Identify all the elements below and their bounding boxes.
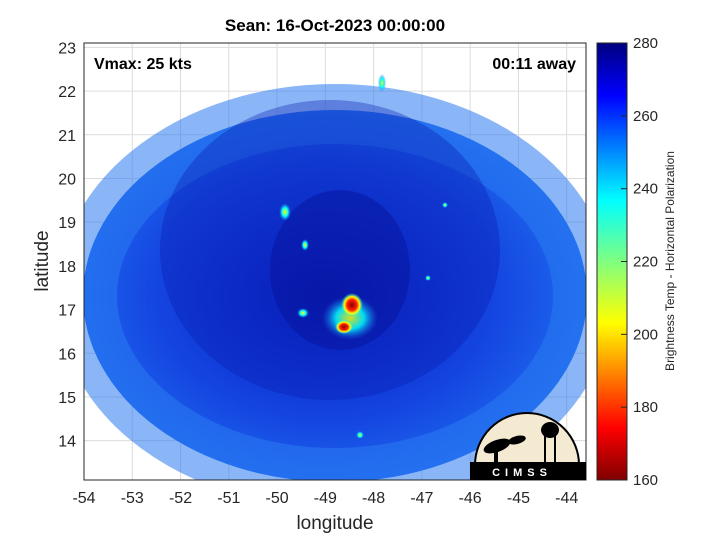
convective-spot: [442, 202, 448, 208]
logo-tower-leg-left: [544, 436, 546, 464]
logo-dish-stand: [494, 448, 498, 463]
axes-box: [83, 42, 587, 481]
colorbar-tick-label: 280: [633, 35, 658, 52]
logo-dish-2: [508, 435, 526, 445]
logo-tower-leg-right: [554, 436, 556, 464]
logo-ground: [470, 462, 586, 480]
convective-spot: [378, 74, 386, 92]
logo-dish: [483, 438, 511, 454]
plot-title: Sean: 16-Oct-2023 00:00:00: [225, 16, 445, 35]
y-tick-label: 20: [58, 171, 76, 188]
x-tick-label: -52: [169, 490, 192, 507]
secondary-core: [335, 320, 353, 334]
convective-spot: [425, 275, 431, 281]
colorbar-tick-label: 220: [633, 254, 658, 271]
x-tick-label: -51: [217, 490, 240, 507]
convective-spot: [279, 203, 291, 221]
x-tick-label: -45: [507, 490, 530, 507]
x-tick-label: -49: [314, 490, 337, 507]
logo-text: CIMSS: [492, 467, 552, 479]
vmax-label: Vmax: 25 kts: [94, 56, 192, 73]
x-tick-label: -46: [459, 490, 482, 507]
y-tick-label: 16: [58, 346, 76, 363]
swath-outer-band: [84, 84, 586, 480]
x-tick-label: -53: [121, 490, 144, 507]
x-tick-label: -47: [410, 490, 433, 507]
y-tick-label: 18: [58, 259, 76, 276]
y-tick-label: 21: [58, 128, 76, 145]
swath-layer: [84, 74, 586, 480]
x-axis-label: longitude: [296, 513, 373, 534]
colorbar-tick-label: 260: [633, 108, 658, 125]
microwave-swath: [84, 110, 586, 480]
map-axes: Vmax: 25 kts 00:11 away CIMSS -54 -53 -52-…: [58, 40, 587, 507]
y-axis-label: latitude: [32, 230, 53, 291]
y-tick-label: 17: [58, 303, 76, 320]
x-tick-labels: -54 -53 -52 -51 -50 -49 -48 -47 -46 -45 -44: [72, 490, 578, 507]
colorbar-tick-label: 200: [633, 326, 658, 343]
colorbar-ticks: 280 260 240 220 200 180 160: [621, 35, 658, 489]
convective-spot: [356, 431, 364, 439]
y-tick-label: 19: [58, 215, 76, 232]
swath-dark-band: [160, 100, 500, 400]
y-tick-label: 14: [58, 434, 76, 451]
y-tick-labels: 23 22 21 20 19 18 17 16 15 14: [58, 40, 76, 450]
y-tick-label: 23: [58, 40, 76, 57]
colorbar: 280 260 240 220 200 180 160 Brightness Temp - …: [596, 35, 677, 489]
x-tick-label: -48: [362, 490, 385, 507]
logo-tower-tank: [541, 422, 559, 438]
convective-spot: [297, 308, 309, 318]
x-tick-label: -50: [266, 490, 289, 507]
storm-core: [341, 293, 363, 317]
time-away-label: 00:11 away: [492, 56, 576, 73]
y-tick-label: 15: [58, 390, 76, 407]
colorbar-tick-label: 240: [633, 181, 658, 198]
x-tick-label: -44: [555, 490, 578, 507]
convective-spot: [301, 239, 309, 251]
colorbar-tick-label: 160: [633, 472, 658, 489]
y-tick-label: 22: [58, 84, 76, 101]
colorbar-tick-label: 180: [633, 399, 658, 416]
cimss-logo: CIMSS: [470, 412, 586, 480]
colorbar-title: Brightness Temp - Horizontal Polarizatio…: [663, 151, 677, 371]
x-tick-label: -54: [72, 490, 95, 507]
